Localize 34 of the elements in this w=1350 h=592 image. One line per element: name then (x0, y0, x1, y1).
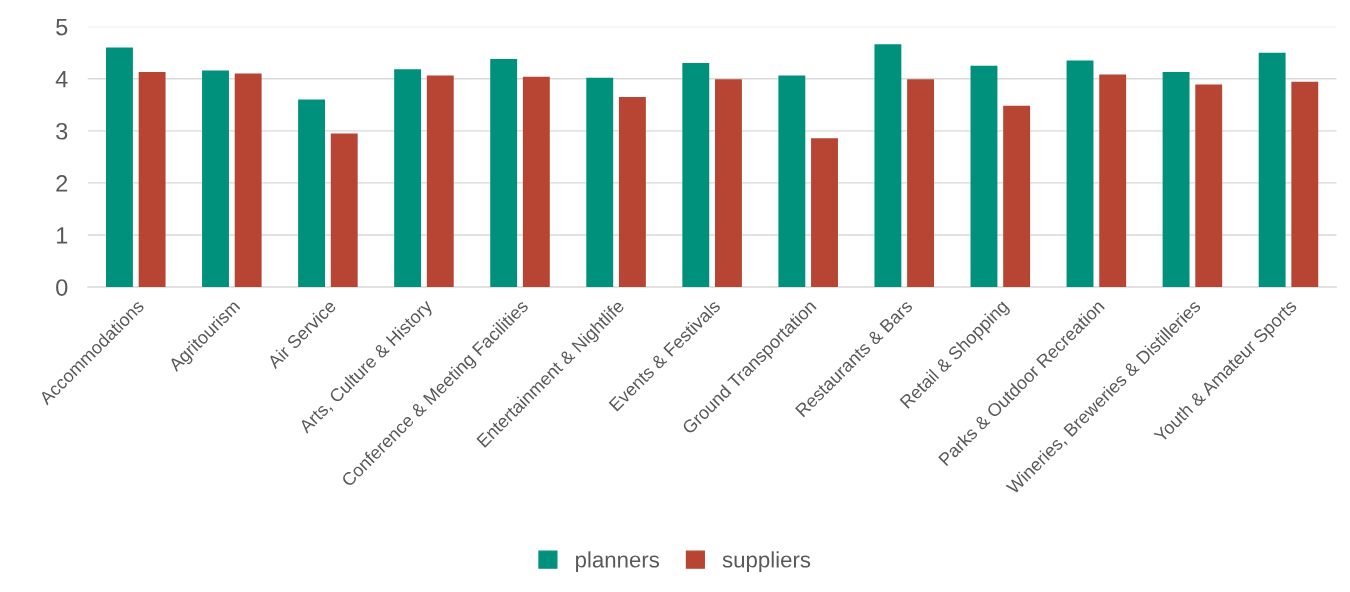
y-tick-label: 4 (55, 71, 68, 88)
bar (202, 70, 229, 288)
bar (811, 138, 838, 288)
y-tick-label: 5 (56, 18, 68, 36)
bar (1162, 71, 1190, 288)
bar (1099, 74, 1127, 288)
bar (1066, 60, 1094, 288)
bar (138, 71, 166, 288)
bar (522, 76, 550, 288)
y-tick-label: 1 (56, 227, 68, 244)
bar (907, 79, 935, 288)
bar (715, 79, 742, 288)
bar (490, 58, 518, 288)
bar (1291, 81, 1319, 288)
bar (426, 75, 454, 288)
bar (874, 44, 902, 288)
bar (1195, 84, 1223, 288)
bar (106, 47, 133, 288)
bar (1003, 105, 1031, 288)
bar (394, 69, 422, 288)
bar (298, 99, 326, 288)
bar (330, 133, 358, 288)
y-tick-label: 0 (56, 279, 68, 296)
legend-label: planners (576, 551, 660, 572)
y-tick-label: 2 (56, 175, 68, 192)
bar (234, 73, 262, 288)
bar (970, 65, 998, 288)
bar (586, 77, 614, 288)
bar (682, 63, 710, 288)
bar (778, 75, 806, 288)
bar (1258, 52, 1286, 288)
legend-label: suppliers (722, 551, 811, 572)
bar (618, 96, 646, 288)
y-tick-label: 3 (56, 122, 68, 140)
